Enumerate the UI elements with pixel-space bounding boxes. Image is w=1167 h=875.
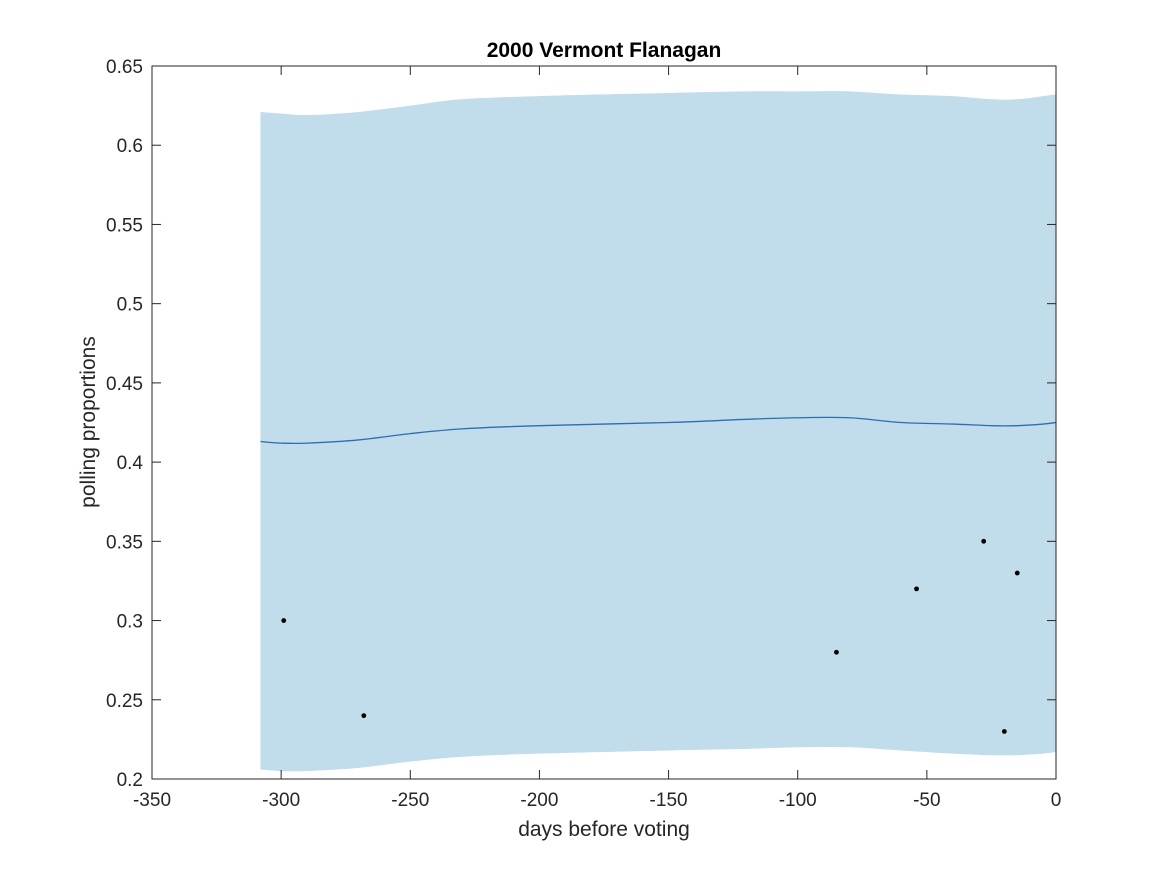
data-point-5	[1001, 729, 1007, 734]
y-tick-label: 0.55	[106, 215, 143, 236]
data-point-4	[981, 538, 987, 544]
data-point-3	[914, 586, 919, 592]
data-point-2	[834, 649, 839, 655]
y-axis-title: polling proportions	[77, 336, 100, 508]
x-tick-label: -150	[650, 790, 688, 811]
axes-box	[151, 65, 1057, 780]
x-tick-label: -300	[262, 790, 300, 811]
chart-title: 2000 Vermont Flanagan	[487, 39, 722, 62]
y-tick-label: 0.65	[106, 57, 143, 78]
confidence-band	[260, 91, 1057, 772]
data-point-0	[281, 618, 287, 623]
y-tick-label: 0.45	[106, 374, 143, 395]
x-tick-label: 0	[1051, 790, 1062, 811]
y-tick-label: 0.5	[117, 295, 143, 316]
series-line-0	[260, 416, 1057, 445]
data-point-6	[1014, 570, 1020, 576]
x-tick-label: -100	[779, 790, 817, 811]
x-tick-label: -200	[520, 790, 558, 811]
x-axis-title: days before voting	[518, 818, 690, 841]
data-point-1	[361, 713, 367, 719]
y-tick-label: 0.3	[117, 612, 143, 633]
y-tick-label: 0.2	[117, 770, 143, 791]
y-tick-label: 0.35	[106, 532, 143, 553]
y-tick-label: 0.25	[106, 691, 143, 712]
y-tick-label: 0.6	[117, 136, 143, 157]
plot-area	[260, 91, 1057, 772]
x-tick-label: -50	[913, 790, 940, 811]
x-tick-label: -250	[391, 790, 429, 811]
y-tick-label: 0.4	[117, 453, 144, 474]
x-tick-label: -350	[133, 790, 171, 811]
axes: -350 -300 -250 -200 -150 -100 -50 0 0.2 0.25 0.3 0.…	[106, 57, 1061, 811]
